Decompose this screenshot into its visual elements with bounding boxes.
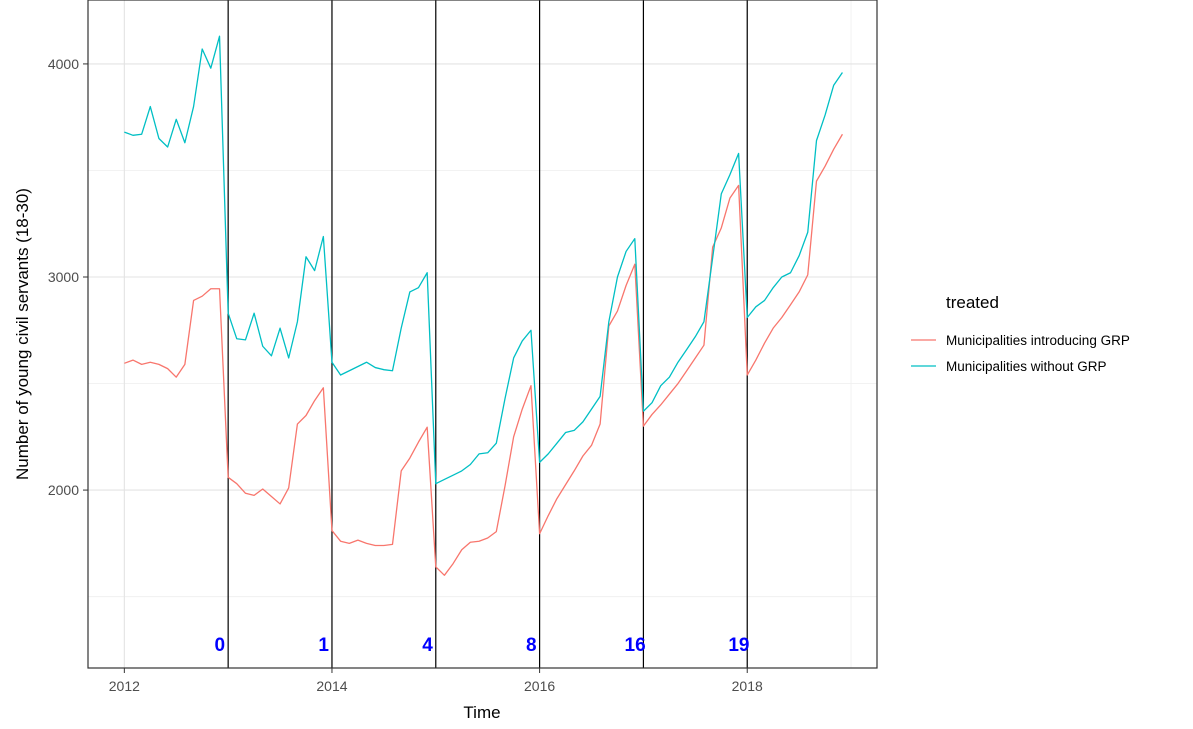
- legend-label-untreated: Municipalities without GRP: [946, 359, 1107, 374]
- x-tick-label: 2016: [524, 678, 555, 694]
- y-axis-title: Number of young civil servants (18-30): [13, 188, 32, 480]
- annotation-label: 4: [422, 635, 433, 656]
- series-line-treated: [124, 133, 843, 576]
- series-lines: [124, 35, 843, 576]
- axes: 2012 2014 2016 2018 2000 3000 4000: [48, 56, 763, 694]
- legend-label-treated: Municipalities introducing GRP: [946, 333, 1130, 348]
- annotation-label: 19: [728, 635, 749, 656]
- x-axis-title: Time: [463, 703, 500, 722]
- panel-border: [87, 0, 878, 669]
- y-tick-label: 3000: [48, 269, 79, 285]
- annotation-label: 16: [625, 635, 646, 656]
- x-tick-label: 2018: [732, 678, 763, 694]
- legend: treated Municipalities introducing GRP M…: [911, 293, 1130, 374]
- annotation-label: 0: [215, 635, 226, 656]
- annotation-label: 1: [318, 635, 329, 656]
- y-tick-label: 4000: [48, 56, 79, 72]
- x-tick-label: 2012: [109, 678, 140, 694]
- annotation-label: 8: [526, 635, 537, 656]
- x-tick-label: 2014: [316, 678, 347, 694]
- y-tick-label: 2000: [48, 482, 79, 498]
- vertical-reference-lines: [227, 0, 748, 668]
- annotations: 0 1 4 8 16 19: [215, 635, 750, 656]
- legend-title: treated: [946, 293, 999, 312]
- series-line-untreated: [124, 35, 843, 485]
